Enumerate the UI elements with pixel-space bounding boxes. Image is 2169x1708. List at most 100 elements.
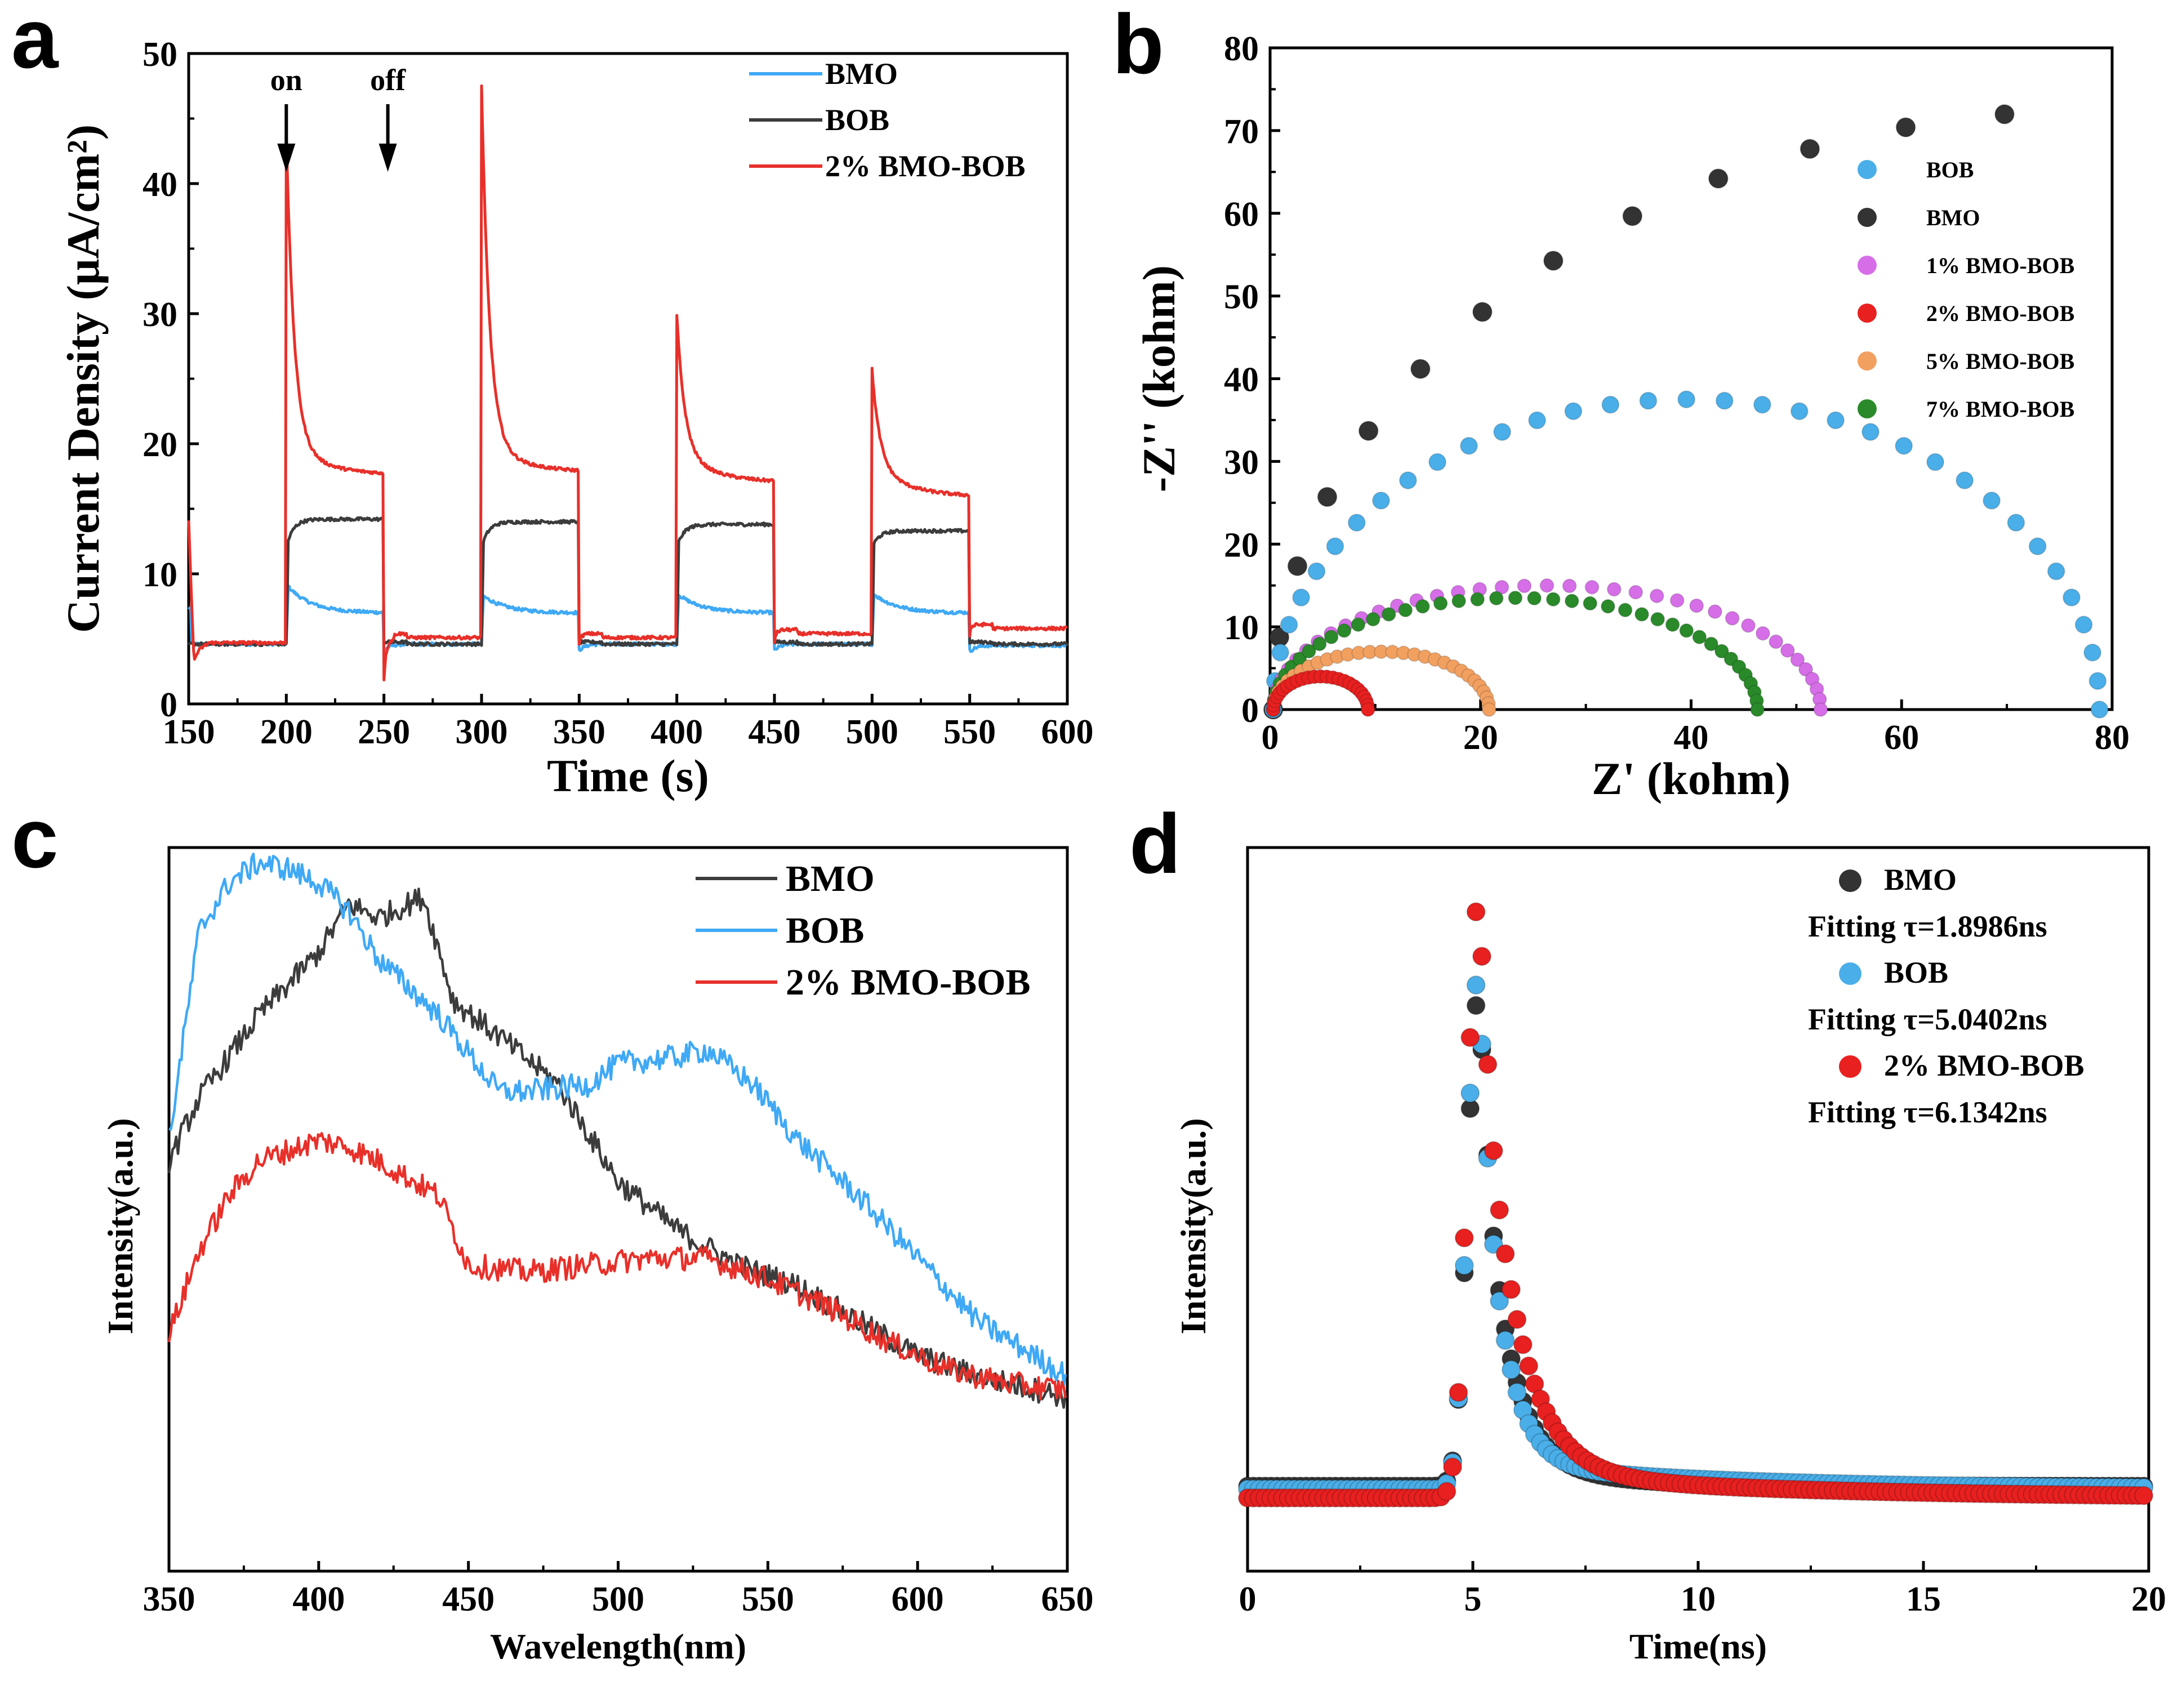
panel-a-xtick-label: 200: [260, 713, 313, 751]
panel-b-point-2: [1584, 579, 1600, 595]
panel-b-ytick-label: 40: [1224, 361, 1259, 399]
panel-b-point-1: [1994, 104, 2015, 124]
panel-b-point-2: [1741, 618, 1756, 633]
panel-b-legend-label-5: 7% BMO-BOB: [1926, 396, 2074, 422]
panel-a-arrow-head: [277, 144, 296, 172]
panel-letter-a: a: [11, 0, 59, 86]
panel-b-ytick-label: 70: [1224, 113, 1259, 151]
panel-b-point-5: [1750, 702, 1765, 717]
panel-b-point-0: [1639, 391, 1658, 410]
panel-b-xtick-label: 40: [1674, 719, 1709, 757]
panel-d-point-1: [1460, 1083, 1480, 1103]
panel-b-point-0: [1827, 411, 1845, 430]
panel-b-legend-label-2: 1% BMO-BOB: [1926, 253, 2074, 278]
panel-a-ytick-label: 40: [142, 166, 177, 204]
panel-a-xtick-label: 450: [749, 713, 801, 751]
panel-d-point-1: [1466, 975, 1486, 995]
panel-b-point-0: [1493, 423, 1512, 441]
panel-c-xtick-label: 650: [1041, 1580, 1094, 1618]
panel-b-point-0: [2047, 562, 2065, 581]
panel-a-annotation-on: on: [270, 63, 302, 97]
panel-b-point-5: [1650, 612, 1665, 627]
panel-b-point-2: [1494, 579, 1509, 595]
panel-d-ylabel: Intensity(a.u.): [1173, 1118, 1213, 1334]
panel-d-point-2: [1443, 1457, 1462, 1477]
panel-b-point-5: [1583, 596, 1598, 611]
panel-d-point-2: [1460, 1028, 1480, 1047]
panel-b-point-5: [1618, 603, 1633, 618]
panel-a-legend-label-1: BOB: [825, 103, 889, 137]
panel-b-point-1: [1800, 139, 1820, 159]
panel-a-annotation-off: off: [370, 63, 406, 97]
panel-b-point-1: [1543, 251, 1564, 271]
panel-a-ytick-label: 30: [142, 296, 177, 334]
panel-c-ylabel: Intensity(a.u.): [100, 1118, 140, 1334]
panel-b-point-2: [1517, 578, 1532, 594]
panel-b-point-5: [1470, 592, 1485, 607]
panel-b-ylabel: -Z'' (kohm): [1133, 265, 1184, 492]
panel-b-legend-marker-3: [1858, 304, 1877, 323]
panel-b-point-2: [1755, 626, 1770, 641]
panel-b-point-5: [1381, 607, 1396, 622]
panel-a-ytick-label: 20: [142, 426, 177, 464]
panel-b-point-5: [1714, 644, 1729, 659]
panel-b-legend-marker-1: [1858, 208, 1877, 227]
panel-b-point-0: [1895, 436, 1913, 455]
panel-letter-d: d: [1129, 796, 1181, 891]
panel-a-arrow-head: [378, 144, 397, 172]
panel-b-point-5: [1324, 630, 1339, 645]
panel-d-legend-label-2: 2% BMO-BOB: [1884, 1049, 2085, 1082]
panel-d-xtick-label: 5: [1464, 1580, 1482, 1618]
panel-d-point-2: [1454, 1228, 1474, 1248]
panel-b-point-5: [1312, 636, 1327, 652]
panel-b-point-5: [1337, 623, 1352, 638]
panel-b-point-2: [1790, 652, 1805, 667]
panel-c-series-line-1: [168, 853, 1067, 1387]
panel-b-point-5: [1564, 594, 1579, 609]
panel-b-point-0: [1601, 395, 1620, 414]
panel-b-xtick-label: 60: [1884, 719, 1919, 757]
panel-letter-c: c: [11, 791, 58, 885]
panel-b-point-0: [1307, 562, 1326, 581]
panel-b-point-2: [1628, 585, 1644, 600]
panel-a-ytick-label: 0: [160, 686, 177, 724]
panel-c-legend-label-0: BMO: [786, 858, 875, 899]
panel-b-point-1: [1410, 359, 1431, 380]
panel-c-xtick-label: 550: [742, 1580, 794, 1618]
panel-b-point-5: [1365, 612, 1380, 627]
panel-d-point-2: [1478, 1055, 1498, 1074]
panel-b-point-0: [2090, 701, 2109, 719]
panel-b-ytick-label: 60: [1224, 195, 1259, 234]
panel-d-point-2: [1495, 1244, 1515, 1264]
panel-b-point-5: [1527, 591, 1542, 606]
panel-b-point-2: [1780, 643, 1795, 658]
panel-d-xtick-label: 10: [1681, 1580, 1716, 1618]
panel-d-point-2: [1449, 1383, 1468, 1402]
panel-b-point-5: [1546, 592, 1561, 607]
panel-a-legend-label-0: BMO: [825, 57, 898, 91]
panel-b-point-0: [1956, 471, 1974, 489]
panel-a-xtick-label: 550: [943, 713, 996, 751]
panel-b-point-2: [1689, 598, 1704, 613]
panel-b-point-0: [1790, 402, 1809, 421]
panel-b-point-5: [1634, 607, 1649, 622]
panel-b-point-5: [1451, 594, 1467, 609]
panel-c-series-line-2: [167, 1132, 1067, 1401]
panel-d-legend-label-1: BOB: [1884, 956, 1948, 989]
panel-c-xtick-label: 500: [592, 1580, 644, 1618]
panel-b-ytick-label: 10: [1224, 609, 1259, 647]
panel-b-point-0: [1428, 453, 1447, 471]
panel-a-ytick-label: 50: [142, 35, 177, 74]
panel-d-point-2: [1484, 1141, 1503, 1161]
panel-c-legend-label-2: 2% BMO-BOB: [786, 962, 1031, 1003]
panel-c-legend-label-1: BOB: [786, 910, 864, 951]
panel-b-point-1: [1317, 487, 1338, 507]
panel-b-point-5: [1679, 623, 1694, 638]
panel-b-point-2: [1669, 593, 1685, 608]
panel-b-ytick-label: 20: [1224, 526, 1259, 564]
panel-a-xtick-label: 500: [846, 713, 898, 751]
panel-b-point-2: [1539, 578, 1555, 593]
panel-b-point-0: [1983, 491, 2001, 510]
panel-d-point-2: [2134, 1486, 2154, 1505]
panel-b-chart: 0 20 40 60 80 0 10 20 30 40 50 60 70 80 Z' (kohm) -Z'' …: [1133, 30, 2130, 804]
